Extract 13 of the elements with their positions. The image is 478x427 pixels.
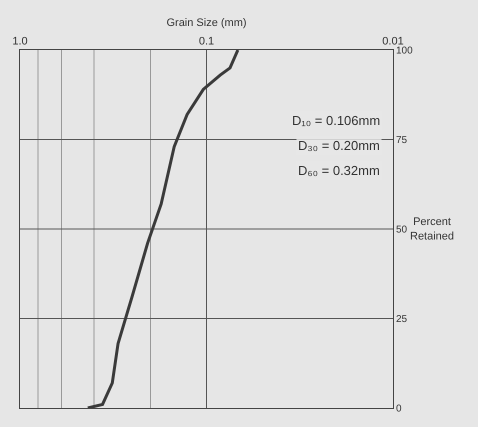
- x-tick-label: 0.01: [382, 36, 404, 48]
- y-tick-label: 50: [396, 224, 408, 236]
- x-axis-title: Grain Size (mm): [166, 17, 247, 30]
- y-tick-label: 100: [396, 46, 414, 56]
- y-tick-label: 75: [396, 135, 408, 146]
- x-tick-label: 0.1: [198, 36, 214, 48]
- annotation: D₁₀ = 0.106mm: [292, 113, 380, 128]
- y-tick-label: 25: [396, 314, 408, 325]
- annotation: D₆₀ = 0.32mm: [298, 163, 380, 178]
- y-axis-title: Percent Retained: [410, 216, 454, 242]
- annotation: D₃₀ = 0.20mm: [298, 138, 380, 153]
- x-tick-label: 1.0: [12, 36, 28, 48]
- y-tick-label: 0: [396, 404, 402, 414]
